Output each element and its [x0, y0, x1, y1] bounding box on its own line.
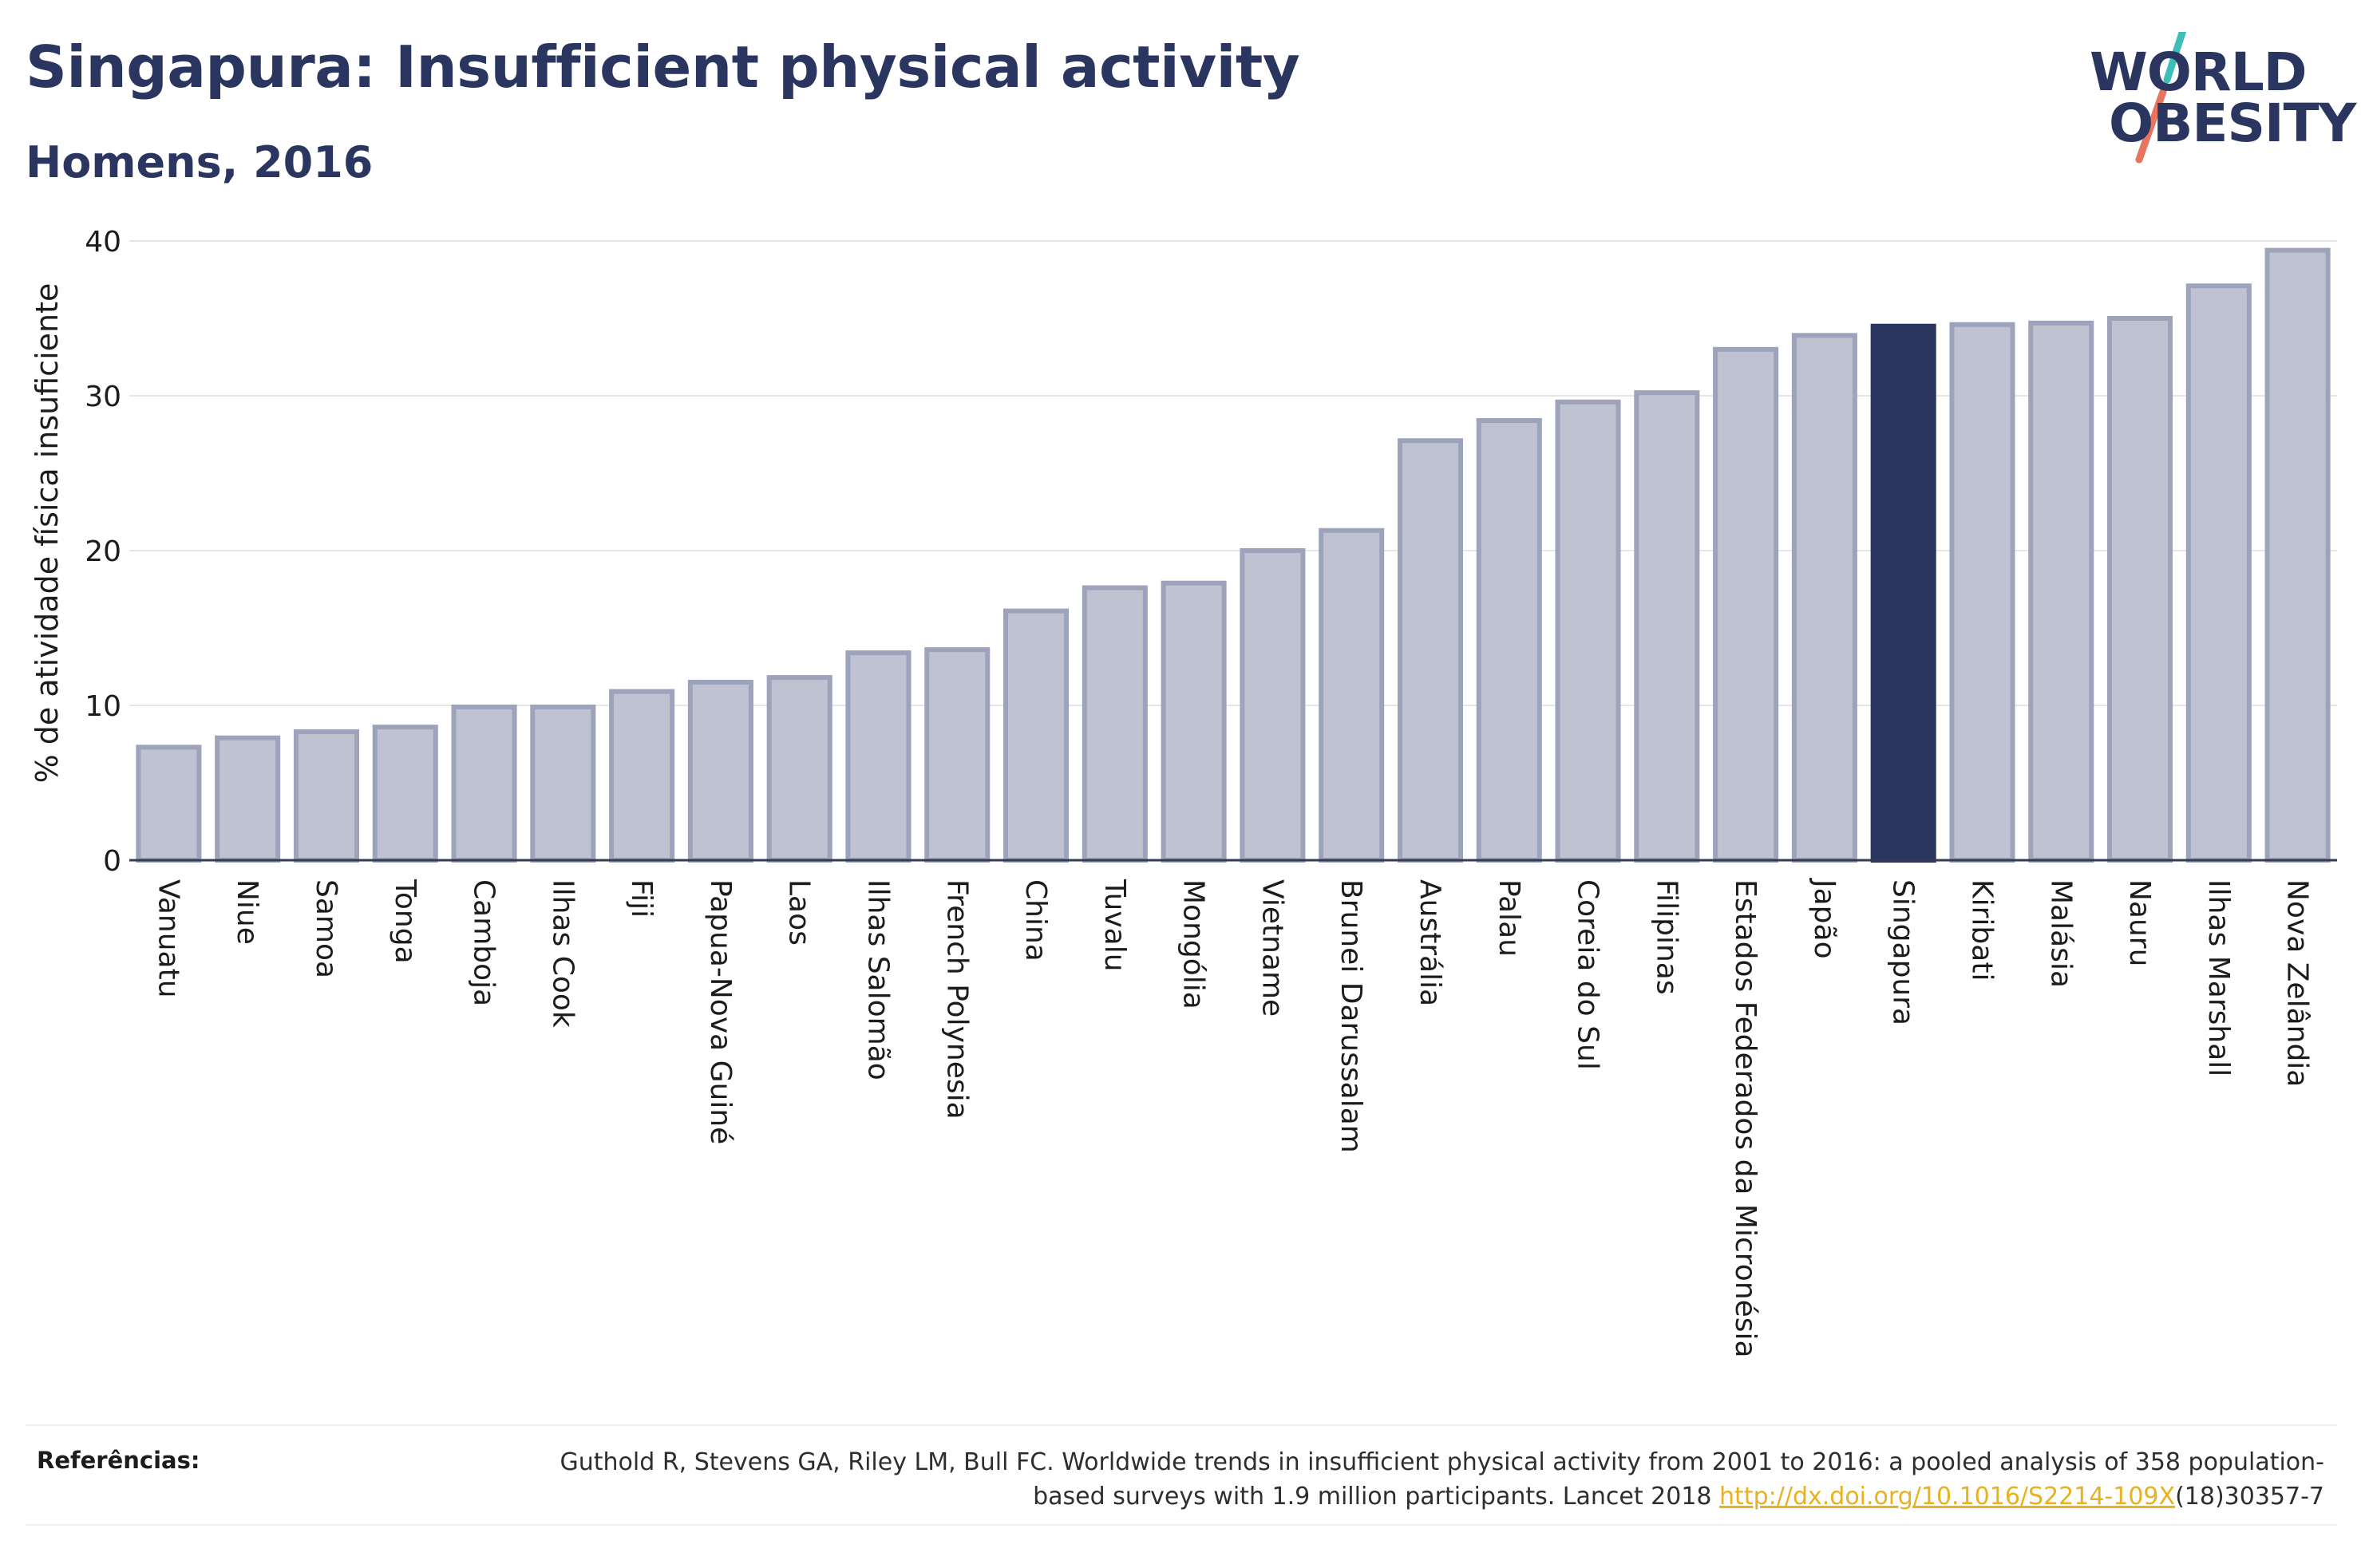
bar: [924, 647, 991, 863]
references-label: Referências:: [37, 1447, 200, 1474]
references-doi-link[interactable]: http://dx.doi.org/10.1016/S2214-109X: [1719, 1483, 2176, 1511]
bar: [1791, 333, 1857, 863]
y-tick-label: 30: [85, 381, 121, 413]
bar: [1476, 418, 1542, 863]
x-tick-label: Ilhas Marshall: [2202, 879, 2235, 1076]
bar: [451, 704, 517, 863]
x-tick-label: Coreia do Sul: [1572, 879, 1604, 1070]
bar: [136, 745, 202, 863]
bar-chart: 0 10 20 30 40 Vanuatu Niue Samoa Tonga Camboja Ilh…: [30, 226, 2337, 1358]
x-tick-label: Vanuatu: [152, 879, 184, 998]
bar: [2264, 247, 2331, 863]
x-tick-label: Singapura: [1887, 879, 1920, 1025]
x-tick-label: Kiribati: [1965, 879, 1998, 981]
x-tick-label: Estados Federados da Micronésia: [1729, 879, 1762, 1358]
chart-subtitle: Homens, 2016: [26, 137, 374, 188]
x-tick-label: Samoa: [310, 879, 342, 978]
bar: [1949, 322, 2015, 863]
bar: [530, 704, 596, 863]
x-tick-label: Ilhas Salomão: [861, 879, 894, 1080]
axes: 0 10 20 30 40 Vanuatu Niue Samoa Tonga Camboja Ilh…: [85, 226, 2337, 1358]
logo-slash-icon: [2135, 32, 2187, 164]
x-tick-label: French Polynesia: [940, 879, 973, 1120]
logo-word-world: WORLD: [2090, 41, 2308, 103]
bar: [215, 735, 281, 863]
bars: [136, 247, 2331, 863]
bar: [1003, 608, 1070, 863]
bar: [687, 679, 753, 863]
bar: [1240, 548, 1306, 863]
bar: [2185, 283, 2252, 863]
x-tick-label: Papua-Nova Guiné: [704, 879, 737, 1144]
bar: [1397, 438, 1463, 863]
logo-word-obesity: OBESITY: [2109, 93, 2356, 154]
bar: [766, 675, 832, 863]
y-tick-label: 0: [103, 845, 121, 878]
x-tick-label: Malásia: [2044, 879, 2077, 988]
x-tick-label: Filipinas: [1650, 879, 1683, 995]
references-citation-suffix: (18)30357-7: [2175, 1483, 2324, 1511]
y-tick-label: 20: [85, 535, 121, 568]
bar: [1555, 399, 1621, 863]
x-tick-label: Nova Zelândia: [2281, 879, 2314, 1087]
x-tick-label: Tuvalu: [1098, 879, 1131, 972]
bar: [372, 725, 438, 863]
bar: [2107, 316, 2173, 863]
x-tick-label: Brunei Darussalam: [1335, 879, 1367, 1153]
x-tick-label: China: [1019, 879, 1052, 962]
bar: [1713, 346, 1779, 863]
bar: [1634, 390, 1700, 863]
x-tick-label: Mongólia: [1177, 879, 1210, 1009]
bar: [1161, 580, 1227, 863]
bar: [293, 729, 359, 863]
references-divider-top: [26, 1424, 2337, 1426]
x-tick-label: Palau: [1493, 879, 1525, 957]
x-tick-label: Laos: [783, 879, 816, 946]
bar: [845, 650, 912, 863]
chart-title: Singapura: Insufficient physical activit…: [26, 34, 1300, 101]
bar: [2028, 320, 2094, 863]
x-tick-label: Japão: [1808, 878, 1841, 959]
bar: [609, 689, 675, 863]
references-text: Guthold R, Stevens GA, Riley LM, Bull FC…: [488, 1445, 2324, 1514]
x-tick-label: Austrália: [1414, 879, 1446, 1006]
x-tick-label: Ilhas Cook: [546, 879, 579, 1028]
x-tick-label: Vietname: [1256, 879, 1288, 1017]
x-tick-label: Nauru: [2123, 879, 2156, 966]
bar: [1319, 527, 1385, 863]
world-obesity-logo: WORLD OBESITY: [2075, 32, 2356, 168]
x-tick-label: Tonga: [389, 879, 421, 964]
x-tick-label: Camboja: [468, 879, 500, 1006]
bar: [1082, 585, 1148, 863]
x-tick-label: Niue: [231, 879, 263, 945]
y-tick-label: 10: [85, 690, 121, 723]
bar-highlight: [1870, 323, 1936, 863]
y-tick-label: 40: [85, 226, 121, 259]
x-tick-label: Fiji: [625, 879, 658, 918]
y-axis-label: % de atividade física insuficiente: [30, 283, 65, 784]
references-divider-bottom: [26, 1524, 2337, 1526]
references-citation: Guthold R, Stevens GA, Riley LM, Bull FC…: [560, 1448, 2324, 1511]
